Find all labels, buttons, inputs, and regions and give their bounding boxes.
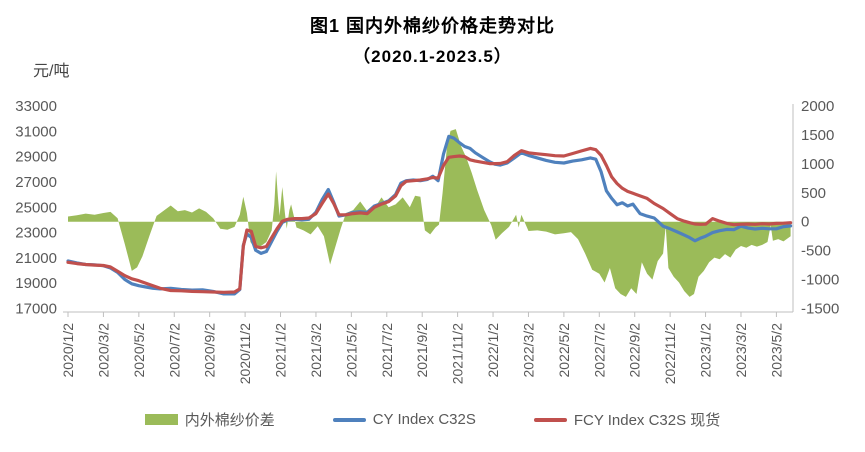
x-axis-label: 2020/1/2 bbox=[60, 323, 76, 378]
x-axis-label: 2021/7/2 bbox=[379, 323, 395, 378]
y-axis-left-label: 31000 bbox=[15, 123, 57, 140]
fcy-line-swatch bbox=[533, 417, 567, 422]
legend-label-fcy-index: FCY Index C32S 现货 bbox=[573, 412, 721, 429]
y-axis-right-label: 1000 bbox=[801, 156, 834, 173]
x-axis-label: 2022/3/2 bbox=[520, 323, 536, 378]
x-axis-label: 2022/5/2 bbox=[556, 323, 572, 378]
y-axis-left-label: 23000 bbox=[15, 225, 57, 242]
area-series-swatch bbox=[144, 414, 178, 425]
spread-area-series bbox=[68, 129, 791, 297]
y-axis-left-label: 21000 bbox=[15, 250, 57, 267]
x-axis-label: 2021/1/2 bbox=[273, 323, 289, 378]
y-axis-left-label: 17000 bbox=[15, 301, 57, 318]
y-axis-right-label: 500 bbox=[801, 185, 826, 202]
x-axis-label: 2020/11/2 bbox=[237, 323, 253, 384]
y-axis-right-label: -500 bbox=[801, 243, 831, 260]
y-axis-left-label: 33000 bbox=[15, 98, 57, 115]
x-axis-label: 2021/5/2 bbox=[343, 323, 359, 378]
legend-item-cy-index: CY Index C32S bbox=[332, 411, 476, 428]
fcy-index-line-series bbox=[66, 146, 793, 294]
legend-label-cy-index: CY Index C32S bbox=[372, 411, 476, 428]
x-axis-label: 2021/3/2 bbox=[308, 323, 324, 378]
y-axis-right-label: 0 bbox=[801, 214, 809, 231]
legend-item-fcy-index: FCY Index C32S 现货 bbox=[533, 409, 721, 430]
y-axis-left-label: 29000 bbox=[15, 149, 57, 166]
y-axis-right-label: 1500 bbox=[801, 127, 834, 144]
x-axis-label: 2020/7/2 bbox=[166, 323, 182, 378]
x-axis-label: 2023/5/2 bbox=[768, 323, 784, 378]
x-axis-label: 2023/3/2 bbox=[733, 323, 749, 378]
y-axis-right-label: 2000 bbox=[801, 98, 834, 115]
y-axis-left-label: 27000 bbox=[15, 174, 57, 191]
y-axis-left-label: 19000 bbox=[15, 275, 57, 292]
chart-title-block: 图1 国内外棉纱价格走势对比 （2020.1-2023.5） bbox=[0, 12, 865, 67]
legend-label-spread: 内外棉纱价差 bbox=[184, 412, 275, 429]
y-axis-left-label: 25000 bbox=[15, 199, 57, 216]
x-axis-label: 2022/1/2 bbox=[485, 323, 501, 378]
chart-title: 图1 国内外棉纱价格走势对比 bbox=[309, 16, 555, 36]
y-axis-right-label: -1000 bbox=[801, 272, 839, 289]
cy-line-swatch bbox=[332, 417, 366, 422]
x-axis-label: 2022/11/2 bbox=[662, 323, 678, 384]
x-axis-label: 2020/3/2 bbox=[95, 323, 111, 378]
x-axis-label: 2021/9/2 bbox=[414, 323, 430, 378]
x-axis-label: 2023/1/2 bbox=[698, 323, 714, 378]
y-axis-right-label: -1500 bbox=[801, 301, 839, 318]
chart-subtitle-period: （2020.1-2023.5） bbox=[353, 47, 512, 66]
chart-legend: 内外棉纱价差 CY Index C32S FCY Index C32S 现货 bbox=[0, 409, 865, 430]
x-axis-label: 2022/7/2 bbox=[591, 323, 607, 378]
x-axis-label: 2020/5/2 bbox=[131, 323, 147, 378]
left-axis-unit-label: 元/吨 bbox=[33, 63, 70, 80]
x-axis-label: 2022/9/2 bbox=[627, 323, 643, 378]
x-axis-label: 2021/11/2 bbox=[450, 323, 466, 384]
x-axis-label: 2020/9/2 bbox=[202, 323, 218, 378]
legend-item-spread: 内外棉纱价差 bbox=[144, 409, 275, 430]
